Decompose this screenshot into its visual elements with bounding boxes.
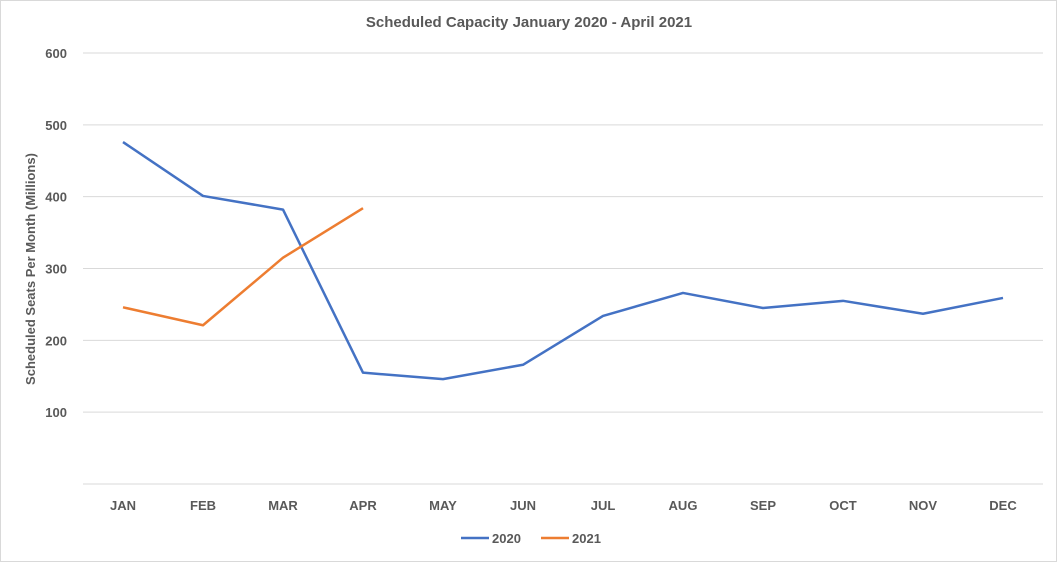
series-line-2020 xyxy=(123,142,1003,379)
x-tick-label: NOV xyxy=(909,498,938,513)
chart-title: Scheduled Capacity January 2020 - April … xyxy=(366,14,692,31)
legend-label-2020: 2020 xyxy=(492,531,521,546)
y-tick-label: 300 xyxy=(45,262,67,277)
x-tick-label: APR xyxy=(349,498,377,513)
y-tick-label: 100 xyxy=(45,405,67,420)
y-tick-label: 600 xyxy=(45,46,67,61)
x-tick-label: AUG xyxy=(669,498,698,513)
x-tick-label: DEC xyxy=(989,498,1017,513)
x-tick-label: JAN xyxy=(110,498,136,513)
x-tick-label: JUL xyxy=(591,498,616,513)
x-tick-label: FEB xyxy=(190,498,216,513)
x-tick-label: OCT xyxy=(829,498,857,513)
legend-label-2021: 2021 xyxy=(572,531,601,546)
x-tick-label: MAY xyxy=(429,498,457,513)
series-line-2021 xyxy=(123,208,363,325)
x-tick-label: MAR xyxy=(268,498,298,513)
x-tick-label: SEP xyxy=(750,498,776,513)
y-tick-label: 200 xyxy=(45,333,67,348)
y-tick-label: 400 xyxy=(45,190,67,205)
y-axis-label: Scheduled Seats Per Month (Millions) xyxy=(23,153,38,385)
y-tick-label: 500 xyxy=(45,118,67,133)
x-tick-label: JUN xyxy=(510,498,536,513)
